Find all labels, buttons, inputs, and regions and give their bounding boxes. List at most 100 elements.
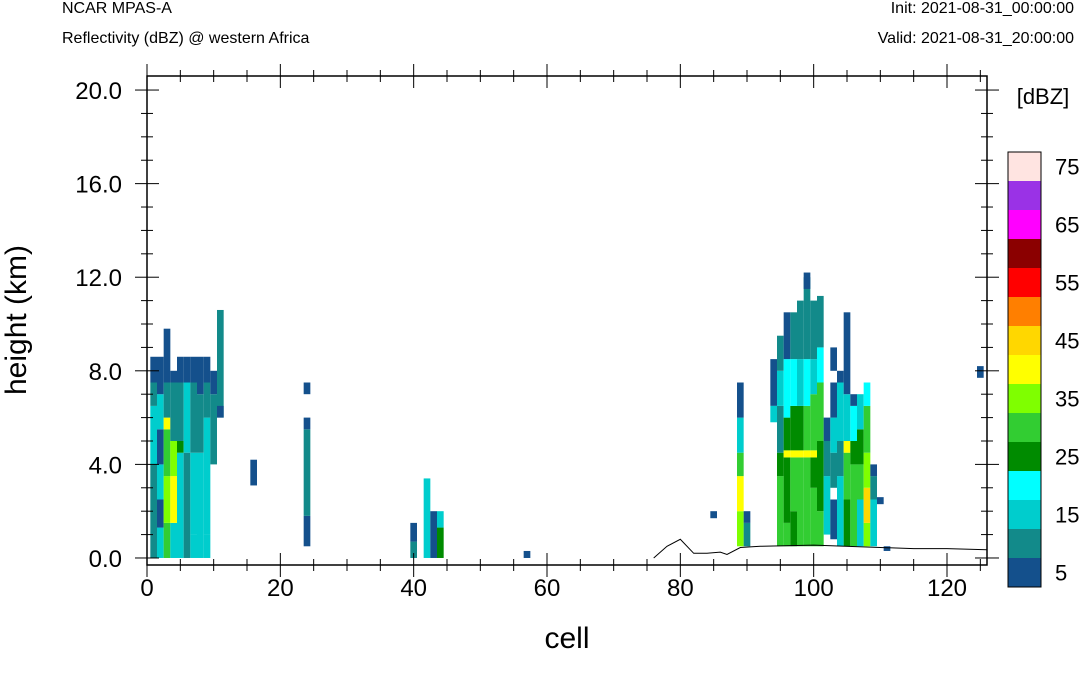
terrain-line (653, 538, 988, 559)
reflectivity-cell (190, 452, 197, 535)
colorbar-swatch (1008, 471, 1041, 500)
reflectivity-cell (823, 441, 831, 477)
reflectivity-cell (783, 312, 791, 360)
reflectivity-cell (430, 511, 437, 558)
reflectivity-cell (830, 382, 837, 418)
colorbar-frame (1007, 151, 1042, 588)
reflectivity-cell (157, 464, 164, 500)
reflectivity-cell (803, 272, 811, 289)
reflectivity-cell (777, 476, 784, 547)
colorbar-tick-labels: 5 15 25 35 45 55 65 75 (1055, 155, 1079, 586)
reflectivity-cell (177, 441, 184, 453)
reflectivity-cell (783, 359, 791, 418)
init-time: Init: 2021-08-31_00:00:00 (890, 0, 1074, 17)
reflectivity-cell (197, 452, 204, 558)
reflectivity-cell (303, 417, 311, 430)
reflectivity-cell (797, 405, 804, 451)
reflectivity-cell (183, 356, 191, 383)
reflectivity-cell (163, 417, 171, 430)
reflectivity-cell (410, 541, 417, 558)
reflectivity-cell (770, 405, 777, 423)
reflectivity-cell (810, 300, 817, 360)
reflectivity-cell (163, 522, 171, 558)
colorbar-tick-label: 75 (1055, 155, 1079, 180)
valid-time: Valid: 2021-08-31_20:00:00 (877, 30, 1074, 47)
y-tick-label: 16.0 (75, 172, 122, 199)
reflectivity-cell (183, 382, 191, 453)
colorbar-swatch (1008, 558, 1041, 587)
reflectivity-cell (870, 476, 877, 500)
reflectivity-cell (797, 300, 804, 360)
reflectivity-cell (150, 356, 157, 383)
reflectivity-cell (790, 450, 797, 458)
reflectivity-cell (803, 277, 811, 360)
reflectivity-cell (197, 356, 204, 395)
reflectivity-cell (777, 452, 784, 477)
reflectivity-cell (843, 394, 851, 441)
colorbar (1007, 151, 1042, 588)
reflectivity-cell (157, 527, 164, 558)
reflectivity-cell (870, 464, 877, 477)
reflectivity-cell (850, 405, 857, 441)
x-axis-title: cell (544, 622, 589, 655)
reflectivity-cell (863, 487, 871, 523)
reflectivity-cell (710, 511, 717, 519)
reflectivity-cell (737, 476, 744, 512)
colorbar-swatch (1008, 384, 1041, 413)
colorbar-swatch (1008, 326, 1041, 355)
reflectivity-cell (210, 394, 217, 465)
reflectivity-cell (163, 476, 171, 523)
reflectivity-cell (823, 476, 831, 535)
reflectivity-cell (203, 417, 211, 535)
plot-frame (146, 75, 988, 566)
x-tick-label: 100 (794, 575, 834, 602)
colorbar-tick-label: 55 (1055, 271, 1079, 296)
reflectivity-cell (170, 522, 177, 558)
reflectivity-cell (190, 356, 197, 383)
reflectivity-cell (150, 382, 157, 406)
reflectivity-cell (157, 499, 164, 528)
reflectivity-cell (810, 394, 817, 451)
reflectivity-cell (303, 429, 311, 516)
reflectivity-cell (437, 527, 444, 558)
reflectivity-cell (777, 335, 784, 371)
reflectivity-cell (150, 464, 157, 558)
colorbar-swatch (1008, 413, 1041, 442)
reflectivity-cell (850, 464, 857, 547)
y-tick-label: 12.0 (75, 265, 122, 292)
reflectivity-cell (737, 452, 744, 477)
colorbar-unit-label: [dBZ] (1017, 84, 1070, 109)
reflectivity-cell (830, 417, 837, 453)
reflectivity-cell (790, 457, 797, 512)
reflectivity-cell (850, 441, 857, 465)
reflectivity-cell (837, 370, 844, 383)
reflectivity-cell (783, 522, 791, 547)
reflectivity-cell (197, 394, 204, 453)
reflectivity-cell (170, 476, 177, 523)
reflectivity-cell (810, 450, 817, 458)
reflectivity-cell (203, 382, 211, 418)
reflectivity-cell (190, 534, 197, 558)
reflectivity-cell (837, 382, 844, 441)
reflectivity-cell (803, 405, 811, 451)
reflectivity-cell (843, 312, 851, 395)
reflectivity-cell (797, 457, 804, 547)
colorbar-tick-label: 15 (1055, 503, 1079, 528)
reflectivity-cell (177, 356, 184, 383)
y-tick-labels: 0.0 4.0 8.0 12.0 16.0 20.0 (75, 78, 122, 573)
reflectivity-cell (817, 441, 824, 512)
reflectivity-cell (830, 452, 837, 488)
reflectivity-cell (783, 450, 791, 458)
reflectivity-cell (157, 429, 164, 465)
colorbar-swatch (1008, 297, 1041, 326)
reflectivity-cell (817, 382, 824, 441)
colorbar-tick-label: 65 (1055, 213, 1079, 238)
reflectivity-cell (863, 405, 871, 453)
reflectivity-cell (203, 356, 211, 383)
reflectivity-cell (803, 450, 811, 458)
reflectivity-cell (303, 515, 311, 547)
reflectivity-cell (783, 417, 791, 451)
colorbar-swatch (1008, 442, 1041, 471)
reflectivity-cell (177, 452, 184, 558)
